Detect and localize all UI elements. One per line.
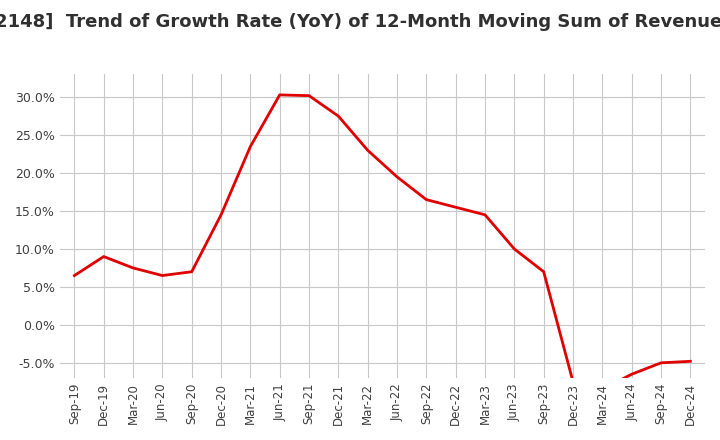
Text: [2148]  Trend of Growth Rate (YoY) of 12-Month Moving Sum of Revenues: [2148] Trend of Growth Rate (YoY) of 12-…	[0, 13, 720, 31]
